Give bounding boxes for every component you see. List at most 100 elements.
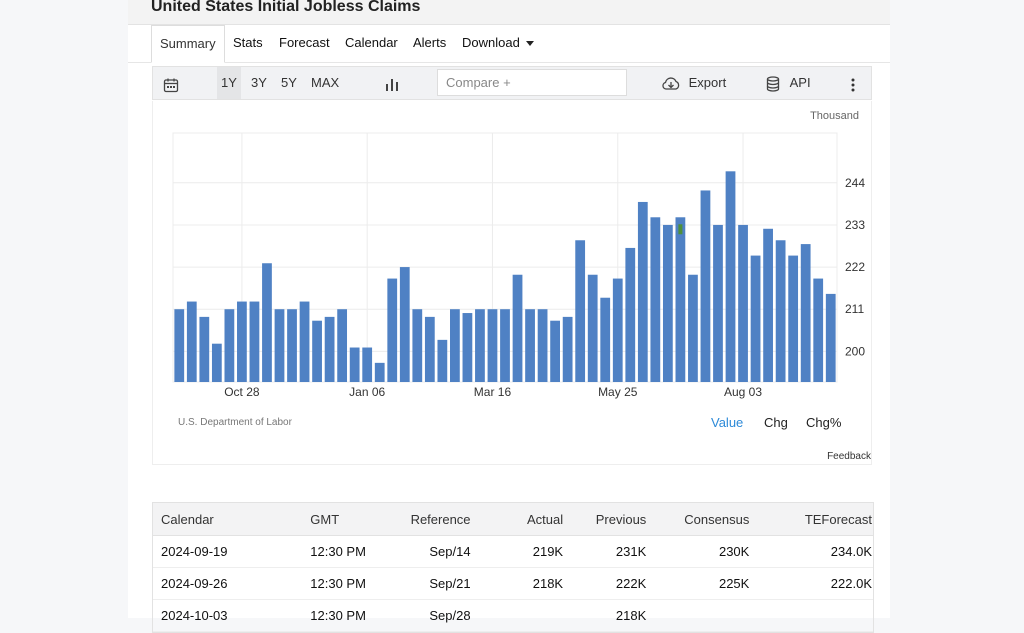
- bar[interactable]: [211, 343, 222, 382]
- bar[interactable]: [237, 301, 247, 382]
- bar[interactable]: [675, 217, 686, 382]
- y-tick-label: 200: [845, 344, 865, 358]
- bar[interactable]: [437, 339, 448, 382]
- bar[interactable]: [788, 255, 799, 382]
- bar[interactable]: [174, 309, 185, 382]
- value-tab-value[interactable]: Value: [711, 415, 744, 430]
- bar[interactable]: [424, 316, 435, 382]
- bar[interactable]: [475, 309, 485, 382]
- x-tick-label: Mar 16: [474, 385, 512, 399]
- bar[interactable]: [337, 309, 348, 382]
- header-calendar: Calendar: [153, 503, 281, 536]
- tab-stats[interactable]: Stats: [233, 35, 263, 50]
- bar[interactable]: [324, 316, 335, 382]
- cell-reference: Sep/28: [399, 599, 472, 632]
- bar[interactable]: [525, 309, 535, 382]
- bar[interactable]: [750, 255, 761, 382]
- cell-calendar: 2024-09-19: [153, 535, 281, 568]
- bar[interactable]: [813, 278, 824, 382]
- bar[interactable]: [587, 274, 598, 382]
- tab-summary[interactable]: Summary: [151, 25, 225, 63]
- export-button[interactable]: Export: [661, 67, 726, 99]
- bar[interactable]: [349, 347, 360, 382]
- value-tab-chg-percent[interactable]: Chg%: [806, 415, 842, 430]
- bar[interactable]: [800, 244, 811, 382]
- bar[interactable]: [625, 247, 636, 382]
- bar[interactable]: [775, 240, 786, 382]
- bar[interactable]: [662, 224, 673, 382]
- tab-forecast[interactable]: Forecast: [279, 35, 330, 50]
- bar[interactable]: [600, 297, 611, 382]
- bar[interactable]: [725, 171, 736, 382]
- bar[interactable]: [287, 309, 297, 382]
- page-container: United States Initial Jobless Claims Sum…: [128, 0, 890, 633]
- bar-chart-icon[interactable]: [385, 68, 399, 100]
- bar[interactable]: [763, 228, 773, 382]
- bar[interactable]: [550, 320, 560, 382]
- cell-actual: 219K: [471, 535, 565, 568]
- header-previous: Previous: [564, 503, 648, 536]
- bar[interactable]: [199, 316, 210, 382]
- header-gmt: GMT: [280, 503, 400, 536]
- range-1y-button[interactable]: 1Y: [217, 67, 241, 99]
- vertical-dots-icon[interactable]: [850, 68, 856, 100]
- cell-previous: 231K: [564, 535, 648, 568]
- bar[interactable]: [387, 278, 398, 382]
- bar[interactable]: [575, 240, 586, 382]
- bar[interactable]: [399, 267, 410, 382]
- bar[interactable]: [362, 347, 373, 382]
- y-tick-label: 222: [845, 260, 865, 274]
- bar[interactable]: [713, 224, 723, 382]
- range-3y-button[interactable]: 3Y: [251, 75, 267, 90]
- api-button[interactable]: API: [766, 67, 811, 99]
- cell-gmt: 12:30 PM: [280, 599, 400, 632]
- tab-bar: Summary Stats Forecast Calendar Alerts D…: [128, 25, 890, 63]
- range-max-button[interactable]: MAX: [311, 75, 340, 90]
- cell-calendar: 2024-09-26: [153, 567, 281, 600]
- bar[interactable]: [700, 190, 711, 382]
- bar[interactable]: [650, 217, 661, 382]
- bar[interactable]: [274, 309, 285, 382]
- bar[interactable]: [299, 301, 310, 382]
- calendar-icon[interactable]: [163, 68, 179, 100]
- bar[interactable]: [487, 309, 498, 382]
- bar[interactable]: [562, 316, 573, 382]
- header-consensus: Consensus: [647, 503, 751, 536]
- bar[interactable]: [825, 293, 836, 382]
- cell-teforecast: 234.0K: [750, 535, 873, 568]
- bar[interactable]: [537, 309, 548, 382]
- bar[interactable]: [612, 278, 623, 382]
- y-tick-label: 211: [845, 302, 864, 316]
- bar[interactable]: [186, 301, 197, 382]
- api-label: API: [789, 75, 811, 90]
- x-tick-label: Jan 06: [349, 385, 385, 399]
- tab-calendar[interactable]: Calendar: [345, 35, 398, 50]
- y-tick-label: 233: [845, 218, 865, 232]
- bar[interactable]: [374, 362, 385, 382]
- y-tick-label: 244: [845, 176, 865, 190]
- bar[interactable]: [450, 309, 460, 382]
- tab-alerts[interactable]: Alerts: [413, 35, 447, 50]
- value-tab-chg[interactable]: Chg: [764, 415, 788, 430]
- bar[interactable]: [738, 224, 748, 382]
- chart-toolbar: 1Y 3Y 5Y MAX Export: [152, 66, 872, 100]
- export-label: Export: [688, 75, 727, 90]
- bar[interactable]: [224, 309, 235, 382]
- bar[interactable]: [462, 313, 473, 382]
- unit-label: Thousand: [810, 110, 859, 122]
- tab-download[interactable]: Download: [462, 25, 534, 61]
- table-header-row: Calendar GMT Reference Actual Previous C…: [153, 503, 873, 536]
- compare-input[interactable]: [437, 69, 627, 96]
- bar[interactable]: [412, 309, 423, 382]
- x-tick-label: Oct 28: [224, 385, 260, 399]
- range-5y-button[interactable]: 5Y: [281, 75, 297, 90]
- cell-consensus: [647, 599, 751, 632]
- bar[interactable]: [637, 201, 648, 382]
- feedback-link[interactable]: Feedback: [827, 451, 871, 462]
- bar[interactable]: [262, 263, 272, 382]
- bar[interactable]: [688, 274, 698, 382]
- bar[interactable]: [512, 274, 523, 382]
- bar[interactable]: [500, 309, 510, 382]
- bar[interactable]: [249, 301, 260, 382]
- bar[interactable]: [312, 320, 322, 382]
